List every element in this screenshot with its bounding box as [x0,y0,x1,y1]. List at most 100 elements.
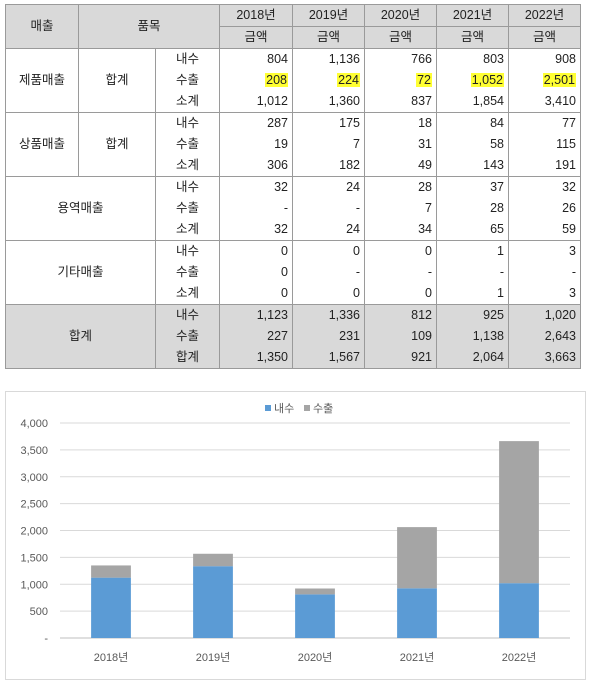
value-cell: 191 [508,155,581,177]
cell-value: 306 [267,158,288,172]
cell-value: 19 [274,137,288,151]
cell-value: 37 [490,180,504,194]
value-cell: 1 [436,240,509,262]
table-row: 소계 1,012 1,360 837 1,854 3,410 [6,91,581,113]
value-cell: 18 [364,112,437,134]
value-cell: - [292,198,365,219]
cell-value: 1,136 [328,52,360,66]
value-cell: 109 [364,326,437,347]
value-cell: - [219,198,293,219]
row-label: 소계 [155,219,220,241]
cell-value: 0 [353,244,360,258]
value-cell: 1,567 [292,347,365,369]
y-tick-label: 3,500 [20,445,48,457]
cell-value: - [499,265,504,279]
table-row: 수출 227 231 109 1,138 2,643 [6,326,581,347]
cell-value: 0 [281,265,288,279]
row-label: 내수 [155,240,220,262]
cell-value: 812 [411,308,432,322]
header-year: 2019년 [292,4,365,27]
value-cell: 28 [436,198,509,219]
highlighted-value: 224 [337,73,360,87]
table-row: 합계 1,350 1,567 921 2,064 3,663 [6,347,581,369]
row-label: 수출 [155,134,220,155]
chart-container: - 500 1,000 1,500 2,000 2,500 3,000 3,500 4,000 2… [5,391,586,680]
header-amount: 금액 [292,26,365,49]
value-cell: 921 [364,347,437,369]
cell-value: 0 [353,286,360,300]
cell-value: 143 [483,158,504,172]
header-amount: 금액 [436,26,509,49]
cell-value: 921 [411,350,432,364]
value-cell: 2,501 [508,70,581,91]
value-cell: - [508,262,581,283]
y-tick-label: 2,500 [20,499,48,511]
cell-value: 231 [339,329,360,343]
value-cell: 3,663 [508,347,581,369]
value-cell: 58 [436,134,509,155]
cell-value: 908 [555,52,576,66]
cell-value: 1,020 [544,308,576,322]
value-cell: - [292,262,365,283]
value-cell: 59 [508,219,581,241]
value-cell: - [364,262,437,283]
cell-value: 59 [562,222,576,236]
cell-value: 32 [274,222,288,236]
bar-export [397,527,437,589]
value-cell: 1 [436,283,509,305]
group-subtotal-label: 합계 [78,112,156,177]
cell-value: 1 [497,286,504,300]
value-cell: 37 [436,176,509,198]
y-tick-label: 2,000 [20,526,48,538]
value-cell: 32 [508,176,581,198]
x-tick-label: 2019년 [196,651,231,664]
header-amount: 금액 [508,26,581,49]
value-cell: 0 [219,283,293,305]
cell-value: 1,854 [472,94,504,108]
cell-value: 115 [556,137,576,151]
value-cell: 32 [219,176,293,198]
value-cell: 24 [292,176,365,198]
bar-domestic [397,588,437,638]
cell-value: 1,567 [328,350,360,364]
table-row: 상품매출 합계 내수 287 175 18 84 77 [5,112,581,177]
value-cell: 925 [436,304,509,326]
row-label: 수출 [155,198,220,219]
value-cell: 306 [219,155,293,177]
cell-value: 58 [490,137,504,151]
bar-export [193,553,233,567]
table-row: 기타매출 내수 0 0 0 1 3 [5,240,581,305]
table-row: 수출 0 - - - - [6,262,581,283]
y-tick-label: 3,000 [20,472,48,484]
cell-value: 287 [267,116,288,130]
value-cell: 24 [292,219,365,241]
group-name: 용역매출 [5,176,156,241]
stacked-bar-chart: - 500 1,000 1,500 2,000 2,500 3,000 3,500 4,000 2… [20,402,570,664]
value-cell: 182 [292,155,365,177]
cell-value: 1,336 [328,308,360,322]
value-cell: 231 [292,326,365,347]
value-cell: 1,052 [436,70,509,91]
row-label: 소계 [155,283,220,305]
value-cell: 1,012 [219,91,293,113]
cell-value: 1,360 [328,94,360,108]
cell-value: 32 [274,180,288,194]
header-year: 2022년 [508,4,581,27]
value-cell: 26 [508,198,581,219]
value-cell: 287 [219,112,293,134]
header-year: 2020년 [364,4,437,27]
cell-value: 65 [490,222,504,236]
value-cell: 1,360 [292,91,365,113]
cell-value: 2,064 [472,350,504,364]
cell-value: 34 [418,222,432,236]
highlighted-value: 208 [265,73,288,87]
cell-value: 175 [339,116,360,130]
bar-domestic [91,577,131,638]
cell-value: 32 [562,180,576,194]
cell-value: 84 [490,116,504,130]
legend-swatch [304,405,310,411]
cell-value: 24 [346,180,360,194]
y-tick-label: 1,500 [20,552,48,564]
bar-export [295,588,335,595]
header-year: 2018년 [219,4,293,27]
